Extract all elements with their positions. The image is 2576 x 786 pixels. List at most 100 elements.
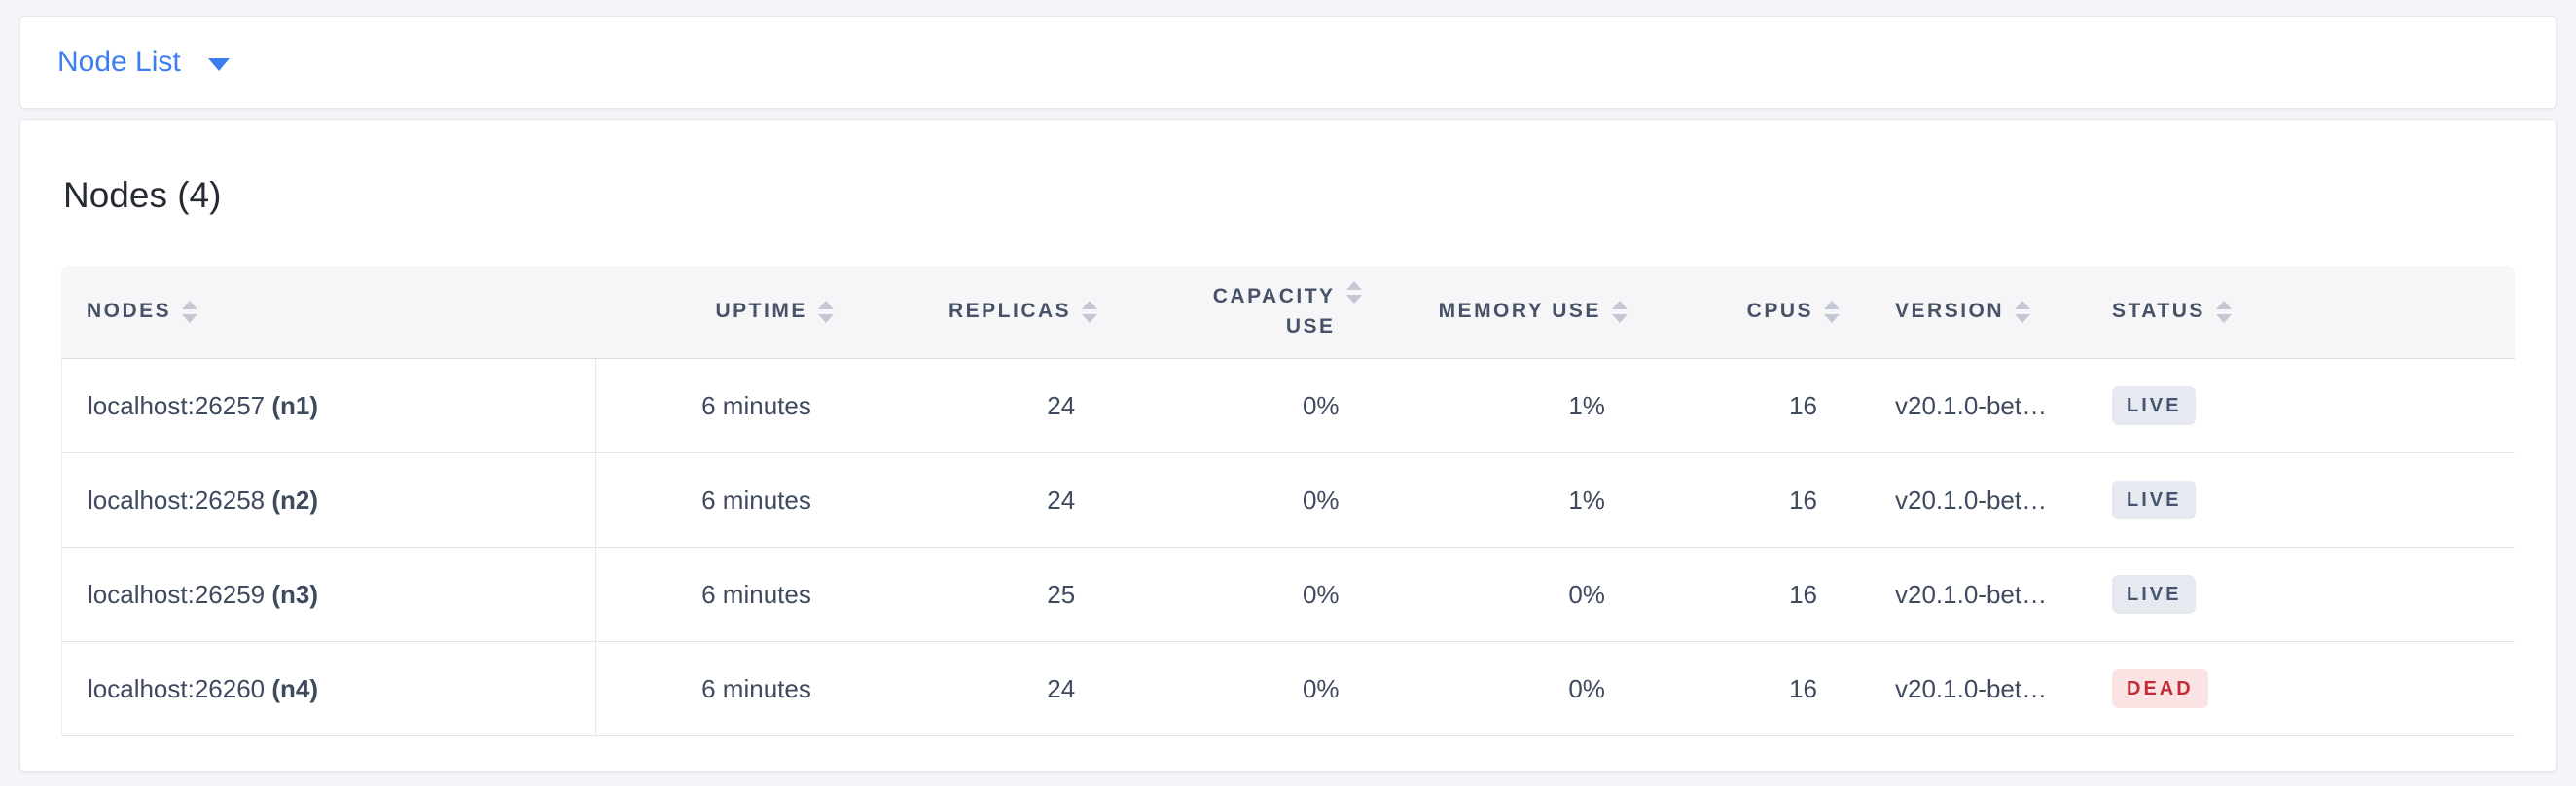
node-id: (n2) xyxy=(271,484,319,515)
table-header: NODES UPTIME REPLICAS CAPACITY USE MEMORY US… xyxy=(61,266,2515,359)
column-header-label: REPLICAS xyxy=(948,300,1072,323)
cell-memory_use: 0% xyxy=(1373,548,1639,642)
cell-version: v20.1.0-bet… xyxy=(1851,642,2100,736)
column-header-uptime[interactable]: UPTIME xyxy=(595,266,845,359)
nodes-panel: Nodes (4) NODES UPTIME REPLICAS CAPACITY US… xyxy=(19,119,2557,772)
cell-uptime: 6 minutes xyxy=(595,453,845,548)
sort-up-icon xyxy=(1345,281,1362,290)
cell-version: v20.1.0-bet… xyxy=(1851,548,2100,642)
cell-memory_use: 0% xyxy=(1373,642,1639,736)
column-header-replicas[interactable]: REPLICAS xyxy=(844,266,1110,359)
cell-status: DEAD xyxy=(2100,642,2515,736)
sort-down-icon xyxy=(1082,314,1098,323)
view-switcher-bar: Node List xyxy=(19,16,2557,109)
chevron-down-icon xyxy=(207,58,230,71)
cell-uptime: 6 minutes xyxy=(595,548,845,642)
cell-memory_use: 1% xyxy=(1373,453,1639,548)
status-badge: DEAD xyxy=(2112,669,2208,708)
sort-up-icon xyxy=(1611,301,1628,309)
sort-up-icon xyxy=(1824,301,1841,309)
cell-capacity_use: 0% xyxy=(1109,359,1374,453)
cell-memory_use: 1% xyxy=(1373,359,1639,453)
column-header-label: CAPACITY USE xyxy=(1212,285,1336,338)
sort-down-icon xyxy=(1611,314,1628,323)
column-header-label: CPUS xyxy=(1746,300,1814,323)
cell-version: v20.1.0-bet… xyxy=(1851,359,2100,453)
status-badge: LIVE xyxy=(2112,386,2197,425)
table-body: localhost:26257 (n1) 6 minutes 24 0% 1% 16 v20… xyxy=(61,359,2515,736)
column-header-capacity_use[interactable]: CAPACITY USE xyxy=(1109,266,1374,359)
sort-up-icon xyxy=(2215,301,2232,309)
nodes-table: NODES UPTIME REPLICAS CAPACITY USE MEMORY US… xyxy=(61,266,2515,736)
sort-arrows-icon xyxy=(2015,301,2031,323)
column-header-content: NODES xyxy=(61,266,596,358)
column-header-version[interactable]: VERSION xyxy=(1851,266,2100,359)
table-row: localhost:26259 (n3) 6 minutes 25 0% 0% 16 v20… xyxy=(61,548,2515,642)
cell-status: LIVE xyxy=(2100,548,2515,642)
cell-cpus: 16 xyxy=(1638,642,1852,736)
column-header-status[interactable]: STATUS xyxy=(2100,266,2515,359)
sort-down-icon xyxy=(2215,314,2232,323)
sort-down-icon xyxy=(182,314,198,323)
column-header-cpus[interactable]: CPUS xyxy=(1638,266,1852,359)
cell-nodes: localhost:26258 (n2) xyxy=(61,453,596,548)
sort-arrows-icon xyxy=(2215,301,2232,323)
column-header-content: STATUS xyxy=(2100,266,2515,358)
cell-status: LIVE xyxy=(2100,359,2515,453)
column-header-content: CAPACITY USE xyxy=(1109,266,1373,358)
node-address: localhost:26258 xyxy=(88,484,272,515)
column-header-content: VERSION xyxy=(1851,266,2100,358)
node-address: localhost:26260 xyxy=(88,673,272,703)
column-header-label: STATUS xyxy=(2112,300,2205,323)
table-row: localhost:26257 (n1) 6 minutes 24 0% 1% 16 v20… xyxy=(61,359,2515,453)
cell-replicas: 24 xyxy=(844,359,1110,453)
cell-status: LIVE xyxy=(2100,453,2515,548)
cell-replicas: 24 xyxy=(844,642,1110,736)
table-header-row: NODES UPTIME REPLICAS CAPACITY USE MEMORY US… xyxy=(61,266,2515,359)
node-id: (n4) xyxy=(271,673,319,703)
sort-up-icon xyxy=(2015,301,2031,309)
cell-nodes: localhost:26259 (n3) xyxy=(61,548,596,642)
table-row: localhost:26260 (n4) 6 minutes 24 0% 0% 16 v20… xyxy=(61,642,2515,736)
status-badge: LIVE xyxy=(2112,481,2197,519)
sort-up-icon xyxy=(817,301,834,309)
cell-cpus: 16 xyxy=(1638,548,1852,642)
node-id: (n3) xyxy=(271,579,319,609)
column-header-memory_use[interactable]: MEMORY USE xyxy=(1373,266,1639,359)
cell-nodes: localhost:26257 (n1) xyxy=(61,359,596,453)
sort-down-icon xyxy=(1345,295,1362,304)
sort-down-icon xyxy=(817,314,834,323)
column-header-label: NODES xyxy=(87,300,172,323)
sort-arrows-icon xyxy=(1345,281,1362,304)
column-header-label: MEMORY USE xyxy=(1438,300,1601,323)
cell-capacity_use: 0% xyxy=(1109,642,1374,736)
column-header-content: UPTIME xyxy=(596,266,845,358)
node-address: localhost:26259 xyxy=(88,579,272,609)
cell-replicas: 25 xyxy=(844,548,1110,642)
cell-capacity_use: 0% xyxy=(1109,548,1374,642)
cell-nodes: localhost:26260 (n4) xyxy=(61,642,596,736)
sort-arrows-icon xyxy=(1082,301,1098,323)
node-id: (n1) xyxy=(271,390,319,420)
node-list-dropdown[interactable]: Node List xyxy=(57,48,230,77)
page-title: Nodes (4) xyxy=(63,175,222,215)
node-list-dropdown-label: Node List xyxy=(57,46,181,78)
column-header-content: REPLICAS xyxy=(845,266,1109,358)
column-header-content: CPUS xyxy=(1639,266,1851,358)
cell-uptime: 6 minutes xyxy=(595,642,845,736)
sort-up-icon xyxy=(182,301,198,309)
sort-up-icon xyxy=(1082,301,1098,309)
cell-uptime: 6 minutes xyxy=(595,359,845,453)
column-header-label: UPTIME xyxy=(715,300,807,323)
cell-cpus: 16 xyxy=(1638,359,1852,453)
cell-version: v20.1.0-bet… xyxy=(1851,453,2100,548)
sort-down-icon xyxy=(1824,314,1841,323)
cell-capacity_use: 0% xyxy=(1109,453,1374,548)
column-header-content: MEMORY USE xyxy=(1374,266,1639,358)
sort-arrows-icon xyxy=(817,301,834,323)
column-header-nodes[interactable]: NODES xyxy=(61,266,596,359)
sort-arrows-icon xyxy=(1611,301,1628,323)
sort-down-icon xyxy=(2015,314,2031,323)
sort-arrows-icon xyxy=(1824,301,1841,323)
